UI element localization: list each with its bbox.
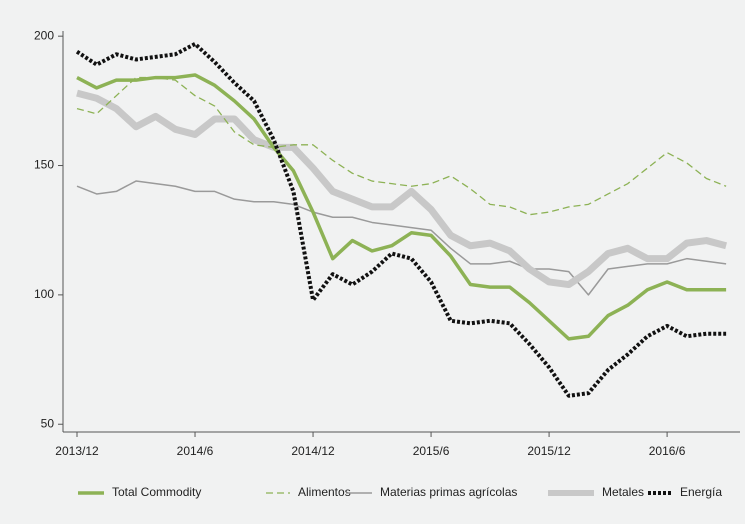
- y-tick-label: 50: [41, 416, 55, 430]
- x-tick-label: 2016/6: [649, 444, 686, 458]
- x-tick-label: 2015/6: [413, 444, 450, 458]
- legend-label: Energía: [680, 485, 722, 499]
- x-tick-label: 2014/6: [177, 444, 214, 458]
- legend-label: Metales: [602, 485, 644, 499]
- x-tick-label: 2013/12: [55, 444, 99, 458]
- legend-label: Materias primas agrícolas: [380, 485, 517, 499]
- y-tick-label: 150: [34, 158, 54, 172]
- x-tick-label: 2014/12: [291, 444, 335, 458]
- series-line: [76, 180, 727, 296]
- series-line: [76, 73, 727, 341]
- y-tick-label: 200: [34, 28, 54, 42]
- series-line: [76, 89, 728, 289]
- legend-label: Total Commodity: [112, 485, 201, 499]
- series-line: [76, 76, 727, 216]
- y-tick-label: 100: [34, 287, 54, 301]
- x-tick-label: 2015/12: [527, 444, 571, 458]
- series-line: [75, 41, 727, 398]
- legend-label: Alimentos: [298, 485, 351, 499]
